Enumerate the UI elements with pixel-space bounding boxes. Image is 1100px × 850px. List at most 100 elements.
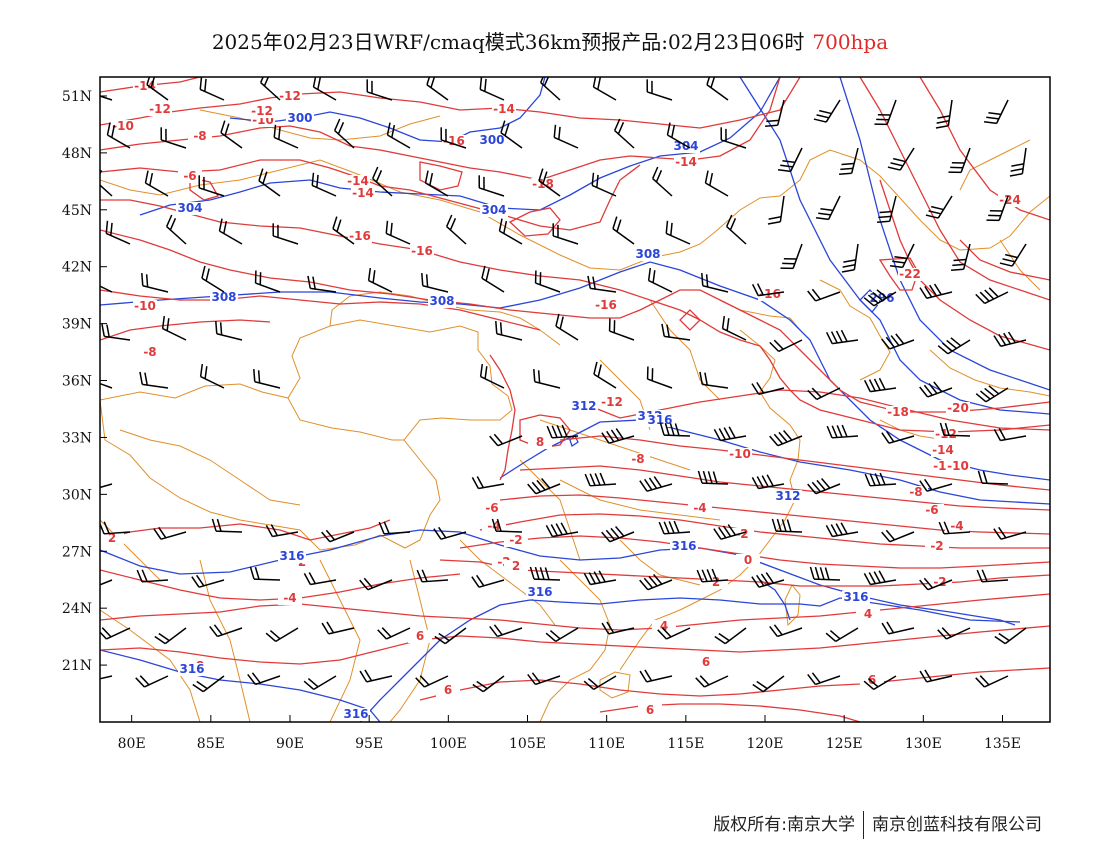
wind-barb xyxy=(583,570,617,586)
wind-barb-shaft xyxy=(835,627,859,643)
temperature-label: -8 xyxy=(143,345,156,359)
wind-barb-shaft xyxy=(889,531,915,543)
wind-barb-feather xyxy=(165,214,173,227)
wind-barb-feather xyxy=(843,259,856,263)
wind-barb-feather xyxy=(807,673,817,685)
wind-barb-feather xyxy=(643,577,654,589)
wind-barb-feather xyxy=(471,477,480,489)
height-label: 300 xyxy=(287,111,312,125)
wind-barb-feather xyxy=(312,276,316,290)
wind-barb-feather xyxy=(669,423,675,436)
wind-barb xyxy=(976,569,1009,583)
temperature-label-bg xyxy=(886,406,910,419)
temperature-label: -10 xyxy=(134,299,156,313)
temperature-label-bg xyxy=(436,684,460,697)
wind-barb-feather xyxy=(984,289,995,300)
temperature-label-bg xyxy=(904,486,928,499)
height-label: 300 xyxy=(479,133,504,147)
wind-barb-feather xyxy=(651,166,659,179)
wind-barb-feather xyxy=(596,174,599,188)
temperature-label-bg xyxy=(730,528,754,541)
wind-barb-feather xyxy=(317,77,322,90)
wind-barb-feather xyxy=(531,672,541,684)
wind-barb-feather xyxy=(994,635,1006,645)
wind-barb-shaft xyxy=(984,675,1009,688)
wind-barb-shaft xyxy=(947,99,953,126)
wind-barb-feather xyxy=(326,621,335,634)
wind-barb-feather xyxy=(601,531,611,543)
wind-barb xyxy=(321,529,355,543)
wind-barb-feather xyxy=(999,262,1013,267)
wind-barb-feather xyxy=(610,527,620,539)
wind-barb-feather xyxy=(829,630,841,640)
wind-barb xyxy=(919,669,953,683)
wind-barb-feather xyxy=(648,575,658,587)
footer-separator xyxy=(863,811,864,839)
wind-barb-feather xyxy=(209,625,219,637)
wind-barb-shaft xyxy=(254,380,281,389)
wind-barb-feather xyxy=(986,116,999,120)
wind-barb-feather xyxy=(841,269,855,273)
wind-barb-feather xyxy=(988,111,1002,116)
wind-barb-feather xyxy=(706,77,711,85)
wind-barb-shaft xyxy=(199,88,225,101)
wind-barb-feather xyxy=(559,316,564,330)
temperature-label-bg xyxy=(856,608,880,621)
wind-barb-feather xyxy=(139,675,150,686)
wind-barb-feather xyxy=(204,366,208,379)
wind-barb-feather xyxy=(933,283,942,296)
wind-barb-feather xyxy=(943,521,950,534)
wind-barb-feather xyxy=(725,214,733,227)
wind-barb xyxy=(332,216,355,245)
wind-barb-feather xyxy=(924,478,933,491)
wind-barb xyxy=(527,672,561,686)
wind-barb-feather xyxy=(583,680,595,690)
wind-barb-feather xyxy=(269,630,281,640)
wind-barb-feather xyxy=(952,263,965,267)
wind-barb xyxy=(751,283,785,297)
wind-barb-shaft xyxy=(726,226,747,245)
wind-barb-feather xyxy=(539,567,545,580)
wind-barb xyxy=(136,569,169,583)
wind-barb-shaft xyxy=(593,86,617,101)
wind-barb-feather xyxy=(610,429,620,441)
wind-barb-feather xyxy=(813,118,827,123)
wind-barb-feather xyxy=(139,371,143,385)
map-frame xyxy=(99,76,1051,723)
wind-barb-feather xyxy=(721,315,726,329)
wind-barb xyxy=(265,627,299,643)
wind-barb-feather xyxy=(892,260,905,264)
wind-barb xyxy=(659,422,691,437)
wind-barb xyxy=(303,675,337,691)
wind-barb-feather xyxy=(919,670,928,683)
wind-barb-feather xyxy=(950,337,962,347)
wind-barb xyxy=(106,122,131,149)
temperature-label-bg xyxy=(492,103,516,116)
wind-barb xyxy=(539,77,561,101)
wind-barb-feather xyxy=(751,383,760,395)
wind-barb-shaft xyxy=(724,627,747,645)
wind-barb-feather xyxy=(484,366,488,379)
temperature-label: 2 xyxy=(108,531,116,545)
wind-barb-feather xyxy=(367,267,372,281)
wind-barb-shaft xyxy=(779,195,785,222)
wind-barb-feather xyxy=(199,77,203,90)
wind-barb-feather xyxy=(219,322,223,335)
wind-barb-shaft xyxy=(614,130,635,149)
wind-barb-feather xyxy=(1010,168,1024,172)
wind-barb-feather xyxy=(773,624,783,636)
wind-barb xyxy=(386,122,411,149)
wind-barb-feather xyxy=(821,478,831,489)
wind-barb-feather xyxy=(729,218,737,231)
wind-barb xyxy=(416,569,449,583)
wind-barb-shaft xyxy=(166,226,187,245)
wind-barb-feather xyxy=(606,621,615,634)
wind-barb xyxy=(211,518,243,533)
wind-barb-feather xyxy=(998,334,1007,346)
wind-barb-feather xyxy=(938,521,945,535)
wind-barb-feather xyxy=(381,627,392,638)
wind-barb-shaft xyxy=(100,95,113,101)
wind-barb xyxy=(481,265,505,293)
wind-barb-feather xyxy=(756,574,765,587)
temperature-label: 4 xyxy=(660,619,668,633)
